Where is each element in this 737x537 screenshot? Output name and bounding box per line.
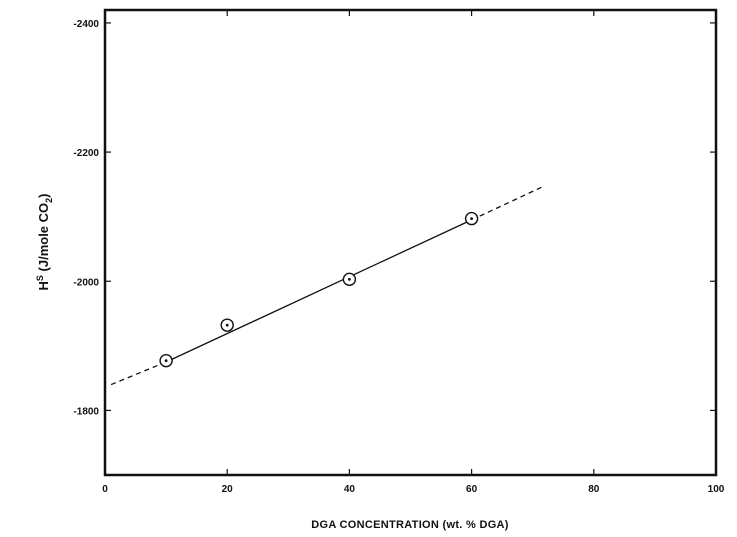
y-axis-title-unit-close: ) xyxy=(36,193,51,197)
x-tick-label: 20 xyxy=(222,484,234,495)
x-ticks: 0 20 40 60 80 100 xyxy=(102,10,725,495)
data-point xyxy=(342,272,357,287)
x-tick-label: 40 xyxy=(344,484,356,495)
data-point xyxy=(464,211,479,226)
x-axis-title: DGA CONCENTRATION (wt. % DGA) xyxy=(311,519,509,531)
y-axis-title: HS (J/mole CO2) xyxy=(35,193,54,290)
data-point xyxy=(220,318,234,332)
fit-line-dashed-right xyxy=(471,185,546,221)
y-axis-title-subscript: 2 xyxy=(44,198,54,203)
data-point xyxy=(159,353,173,368)
y-axis-title-unit-open: (J/mole CO xyxy=(36,203,51,275)
x-tick-label: 100 xyxy=(708,484,725,495)
y-ticks: -1800 -2000 -2200 -2400 xyxy=(73,19,716,417)
y-tick-label: -2400 xyxy=(73,19,99,30)
fit-line-dashed-left xyxy=(110,361,167,386)
fit-lines xyxy=(110,185,546,386)
x-tick-label: 60 xyxy=(466,484,478,495)
x-tick-label: 0 xyxy=(102,484,108,495)
fit-line-solid xyxy=(165,219,472,363)
y-tick-label: -2000 xyxy=(73,277,99,288)
plot-frame xyxy=(103,8,718,477)
y-axis-title-superscript: S xyxy=(35,275,45,281)
y-tick-label: -2200 xyxy=(73,148,99,159)
y-axis-title-main: H xyxy=(36,281,51,290)
y-tick-label: -1800 xyxy=(73,406,99,417)
data-points xyxy=(159,211,479,368)
x-tick-label: 80 xyxy=(588,484,600,495)
